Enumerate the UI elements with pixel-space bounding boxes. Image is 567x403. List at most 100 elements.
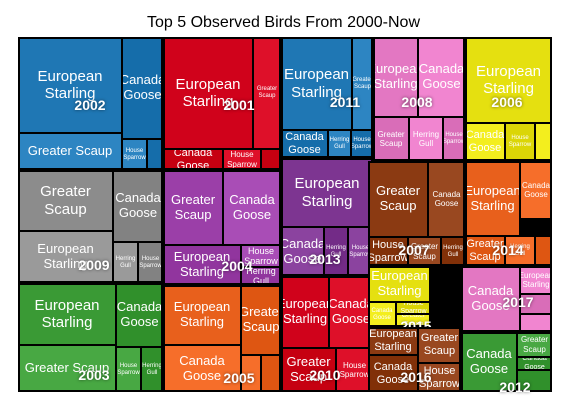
treemap-tile: Greater Scaup xyxy=(373,117,409,161)
treemap-tile: Canada Goose xyxy=(281,227,324,276)
year-label: 2002 xyxy=(74,97,106,113)
tile-label: Herring Gull xyxy=(329,137,350,150)
tile-label: European Starling xyxy=(37,241,94,271)
treemap-tile xyxy=(520,314,552,332)
tile-label: House Sparrow xyxy=(244,245,278,266)
year-label: 2001 xyxy=(223,97,255,113)
tile-label: European Starling xyxy=(520,270,552,289)
year-label: 2012 xyxy=(499,379,531,395)
tile-label: House Sparrow xyxy=(443,132,465,145)
tile-label: Canada Goose xyxy=(179,352,225,383)
treemap-tile: Herring Gull xyxy=(505,236,535,266)
year-label: 2007 xyxy=(398,242,430,258)
treemap-tile: Canada Goose xyxy=(465,123,505,161)
treemap-tile: Canada Goose xyxy=(461,266,520,332)
tile-label: Canada Goose xyxy=(521,180,551,199)
tile-label: House Sparrow xyxy=(117,362,140,376)
tile-label: Greater Scaup xyxy=(420,332,459,357)
tile-label: Herring Gull xyxy=(142,362,162,376)
tile-label: Canada Goose xyxy=(285,131,324,156)
treemap-tile: House Sparrow xyxy=(223,149,261,170)
treemap-tile: Herring Gull xyxy=(113,242,138,283)
tile-label: Greater Scaup xyxy=(466,238,504,263)
treemap-tile: European Starling xyxy=(18,283,116,345)
tile-label: European Starling xyxy=(369,328,417,353)
treemap-tile xyxy=(535,236,552,266)
year-label: 2006 xyxy=(491,94,523,110)
treemap-tile: House Sparrow xyxy=(122,139,147,170)
tile-label: European Starling xyxy=(371,268,428,298)
tile-label: House Sparrow xyxy=(351,137,373,150)
tile-label: House Sparrow xyxy=(419,364,460,390)
tile-label: Greater Scaup xyxy=(375,183,421,213)
treemap-tile: Herring Gull xyxy=(324,227,348,276)
treemap-tile: European Starling xyxy=(465,161,520,236)
tile-label: House Sparrow xyxy=(139,255,162,269)
treemap-tile: European Starling xyxy=(281,276,329,348)
treemap-tile: Herring Gull xyxy=(141,347,163,392)
tile-label: European Starling xyxy=(373,61,418,91)
treemap-tile: Greater Scaup xyxy=(241,285,281,355)
tile-label: Greater Scaup xyxy=(352,76,373,90)
year-label: 2009 xyxy=(78,257,110,273)
treemap-tile: European Starling xyxy=(18,37,122,133)
treemap-tile: European Starling xyxy=(163,285,241,345)
year-label: 2010 xyxy=(309,367,341,383)
tile-label: European Starling xyxy=(175,75,241,110)
tile-label: Greater Scaup xyxy=(520,335,549,354)
tile-label: Canada Goose xyxy=(467,283,514,313)
tile-label: Canada Goose xyxy=(465,129,505,154)
tile-label: European Starling xyxy=(465,182,520,213)
tile-label: Greater Scaup xyxy=(377,129,405,148)
tile-label: Greater Scaup xyxy=(24,360,110,376)
tile-label: Canada Goose xyxy=(373,360,413,386)
treemap-tile: Canada Goose xyxy=(113,170,163,242)
tile-label: Canada Goose xyxy=(418,61,465,91)
treemap-tile: Canada Goose xyxy=(368,302,396,327)
treemap-tile: Greater Scaup xyxy=(368,161,428,237)
tile-label: Canada Goose xyxy=(466,346,512,376)
treemap-tile: European Starling xyxy=(163,37,253,149)
treemap-tile xyxy=(147,139,163,170)
treemap-tile: Herring Gull xyxy=(328,130,351,158)
year-label: 2011 xyxy=(329,94,361,110)
tile-label: European Starling xyxy=(173,299,231,329)
tile-label: Canada Goose xyxy=(522,357,547,370)
treemap-tile: Greater Scaup xyxy=(281,348,336,392)
treemap-tile: Greater Scaup xyxy=(517,332,552,357)
treemap-tile: Herring Gull xyxy=(441,237,465,266)
treemap-tile: Greater Scaup xyxy=(408,237,441,266)
tile-label: Herring Gull xyxy=(510,244,530,257)
year-label: 2014 xyxy=(492,242,524,258)
treemap-tile: Canada Goose xyxy=(122,37,163,139)
tile-label: House Sparrow xyxy=(368,238,408,264)
treemap-tile: European Starling xyxy=(520,266,552,294)
treemap-tile: Canada Goose xyxy=(116,283,163,347)
tile-label: European Starling xyxy=(173,249,231,279)
tile-label: Greater Scaup xyxy=(40,183,91,218)
tile-label: European Starling xyxy=(475,62,542,97)
year-label: 2004 xyxy=(221,258,253,274)
tile-label: House Sparrow xyxy=(508,135,532,148)
tile-label: European Starling xyxy=(34,296,100,331)
treemap-tile: European Starling xyxy=(368,266,431,302)
year-label: 2013 xyxy=(309,251,341,267)
tile-label: Herring Gull xyxy=(115,255,136,269)
tile-label: Herring Gull xyxy=(412,129,440,148)
treemap-tile: Greater Scaup xyxy=(352,37,373,130)
tile-label: Canada Goose xyxy=(371,307,393,321)
treemap: European Starling Greater Scaup Canada Goo… xyxy=(18,37,552,395)
year-label: 2005 xyxy=(223,370,255,386)
tile-label: Greater Scaup xyxy=(401,314,426,327)
treemap-tile: Greater Scaup xyxy=(418,327,461,363)
tile-label: Herring Gull xyxy=(443,244,463,258)
year-label: 2003 xyxy=(78,367,110,383)
tile-label: Herring Gull xyxy=(246,267,276,285)
tile-label: Canada Goose xyxy=(122,72,163,102)
treemap-tile: Greater Scaup xyxy=(253,37,281,149)
tile-label: Canada Goose xyxy=(229,191,275,222)
tile-label: Greater Scaup xyxy=(410,242,439,261)
tile-label: Canada Goose xyxy=(116,299,163,329)
treemap-tile xyxy=(261,149,281,170)
treemap-tile: House Sparrow xyxy=(138,242,163,283)
